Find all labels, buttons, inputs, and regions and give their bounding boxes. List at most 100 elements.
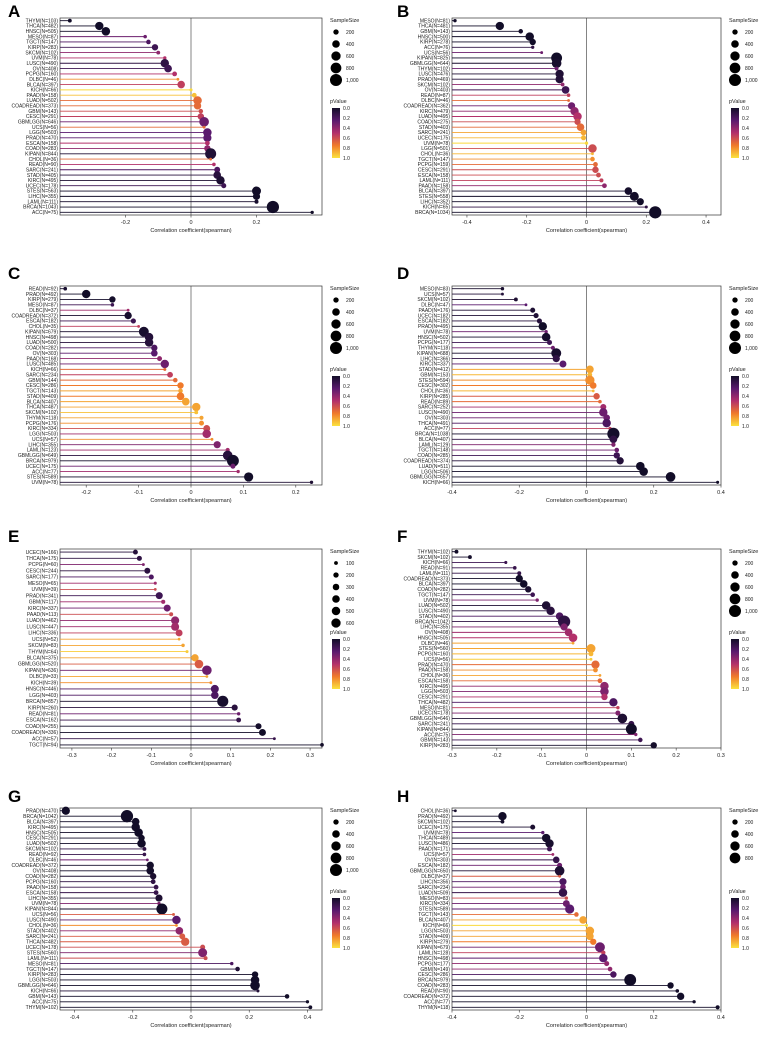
y-category-label: CESC(N=286) [418,972,450,978]
size-legend-label: 800 [745,597,754,603]
lollipop-point [181,937,190,946]
size-legend-dot [730,841,740,851]
y-category-label: HNSC(N=505) [418,635,451,641]
x-tick-label: -0.4 [447,1015,456,1021]
y-category-label: READ(N=90) [421,989,451,995]
pvalue-colorbar [332,898,340,948]
lollipop-point [590,156,595,162]
lollipop-point [559,878,567,886]
pvalue-tick-label: 0.6 [343,404,350,410]
size-legend-dot [330,852,342,864]
y-category-label: SKCM(N=102) [25,410,58,416]
y-category-label: SARC(N=234) [418,885,450,891]
lollipop-point [561,86,570,94]
size-legend-dot [729,593,741,605]
lollipop-point [266,200,280,214]
size-legend-dot [329,863,343,877]
x-tick-label: 0 [585,753,588,759]
x-tick-label: -0.2 [81,490,90,496]
lollipop-point [667,982,674,989]
lollipop-point [153,884,159,890]
y-category-label: STES(N=589) [27,475,59,481]
pvalue-legend-title: pValue [330,99,347,105]
y-category-label: OV(N=408) [33,66,59,72]
panel-letter: A [8,2,20,21]
lollipop-point [230,961,234,966]
y-category-label: CHOL(N=36) [421,389,451,395]
y-category-label: STES(N=563) [27,189,59,195]
y-category-label: OV(N=303) [425,858,451,864]
pvalue-legend-title: pValue [729,630,746,636]
y-category-label: SKCM(N=102) [25,50,58,56]
lollipop-point [533,313,539,319]
pvalue-tick-label: 0.6 [343,667,350,673]
lollipop-point [284,994,290,999]
y-category-label: COAD(N=282) [417,587,450,593]
pvalue-tick-label: 0.2 [742,647,749,653]
y-category-label: GBM(N=149) [420,967,450,973]
size-legend-label: 800 [745,856,754,862]
lollipop-point [601,693,608,701]
lollipop-point [205,675,209,678]
y-category-label: HNSC(N=446) [26,687,59,693]
y-category-label: HNSC(N=500) [418,34,451,40]
y-category-label: BRCA(N=1042) [415,619,450,625]
y-category-label: ESCA(N=182) [418,863,450,869]
lollipop-point [555,75,564,84]
lollipop-point [551,58,562,69]
size-legend-label: 500 [346,609,355,615]
lollipop-point [615,710,621,716]
lollipop-point [604,961,610,967]
y-category-label: SARC(N=234) [26,372,58,378]
size-legend-dot [332,583,340,591]
lollipop-point [213,441,221,449]
pvalue-tick-label: 1.0 [343,946,350,952]
y-category-label: STAD(N=409) [419,934,451,940]
y-category-label: UCEC(N=178) [418,711,451,717]
lollipop-point [544,330,548,334]
lollipop-point [596,172,601,178]
pvalue-tick-label: 1.0 [742,424,749,430]
size-legend-dot [331,841,341,851]
lollipop-point [602,183,607,189]
y-category-label: PCPG(N=177) [418,340,451,346]
lollipop-point [176,77,180,81]
y-category-label: UCS(N=56) [32,125,58,131]
y-category-label: UVM(N=78) [31,901,58,907]
x-tick-label: 0.3 [717,753,725,759]
y-category-label: COAD(N=283) [25,146,58,152]
lollipop-point [560,82,565,87]
y-category-label: PAAD(N=158) [27,93,59,99]
lollipop-point [598,673,602,677]
lollipop-point [124,311,132,320]
y-category-label: PCPG(N=160) [418,652,451,658]
lollipop-point [591,152,594,156]
lollipop-point [530,592,536,598]
lollipop-point [676,992,685,1001]
x-tick-label: 0.2 [292,490,300,496]
x-axis-title: Correlation coefficient(spearman) [150,1023,231,1029]
y-category-label: MESO(N=87) [28,303,58,309]
panel-F: F -0.3 -0.2 -0.1 0 0.1 0.2 0.3 Correlation coeff… [397,527,758,767]
lollipop-point [309,480,314,484]
y-category-label: CESC(N=291) [26,114,58,120]
y-category-label: PCPG(N=60) [28,562,58,568]
y-category-label: GBMLGG(N=657) [410,475,450,481]
panel-G: G -0.4 -0.2 0 0.2 0.4 Correlation coefficient(… [8,787,359,1029]
pvalue-tick-label: 0.0 [343,896,350,902]
pvalue-tick-label: 0.2 [742,384,749,390]
y-category-label: CHOL(N=36) [29,157,59,163]
lollipop-point [552,856,560,864]
pvalue-tick-label: 0.8 [742,146,749,152]
x-tick-label: 0 [189,220,192,226]
lollipop-point [209,157,213,161]
lollipop-point [153,588,157,591]
size-legend-dot [731,571,739,579]
y-category-label: SKCM(N=102) [25,847,58,853]
y-category-label: CHOL(N=35) [29,324,59,330]
y-category-label: ESCA(N=158) [26,890,58,896]
y-category-label: CESC(N=302) [418,383,450,389]
lollipop-point [644,205,648,209]
y-category-label: GBMLGG(N=646) [18,983,58,989]
lollipop-point [163,56,167,60]
